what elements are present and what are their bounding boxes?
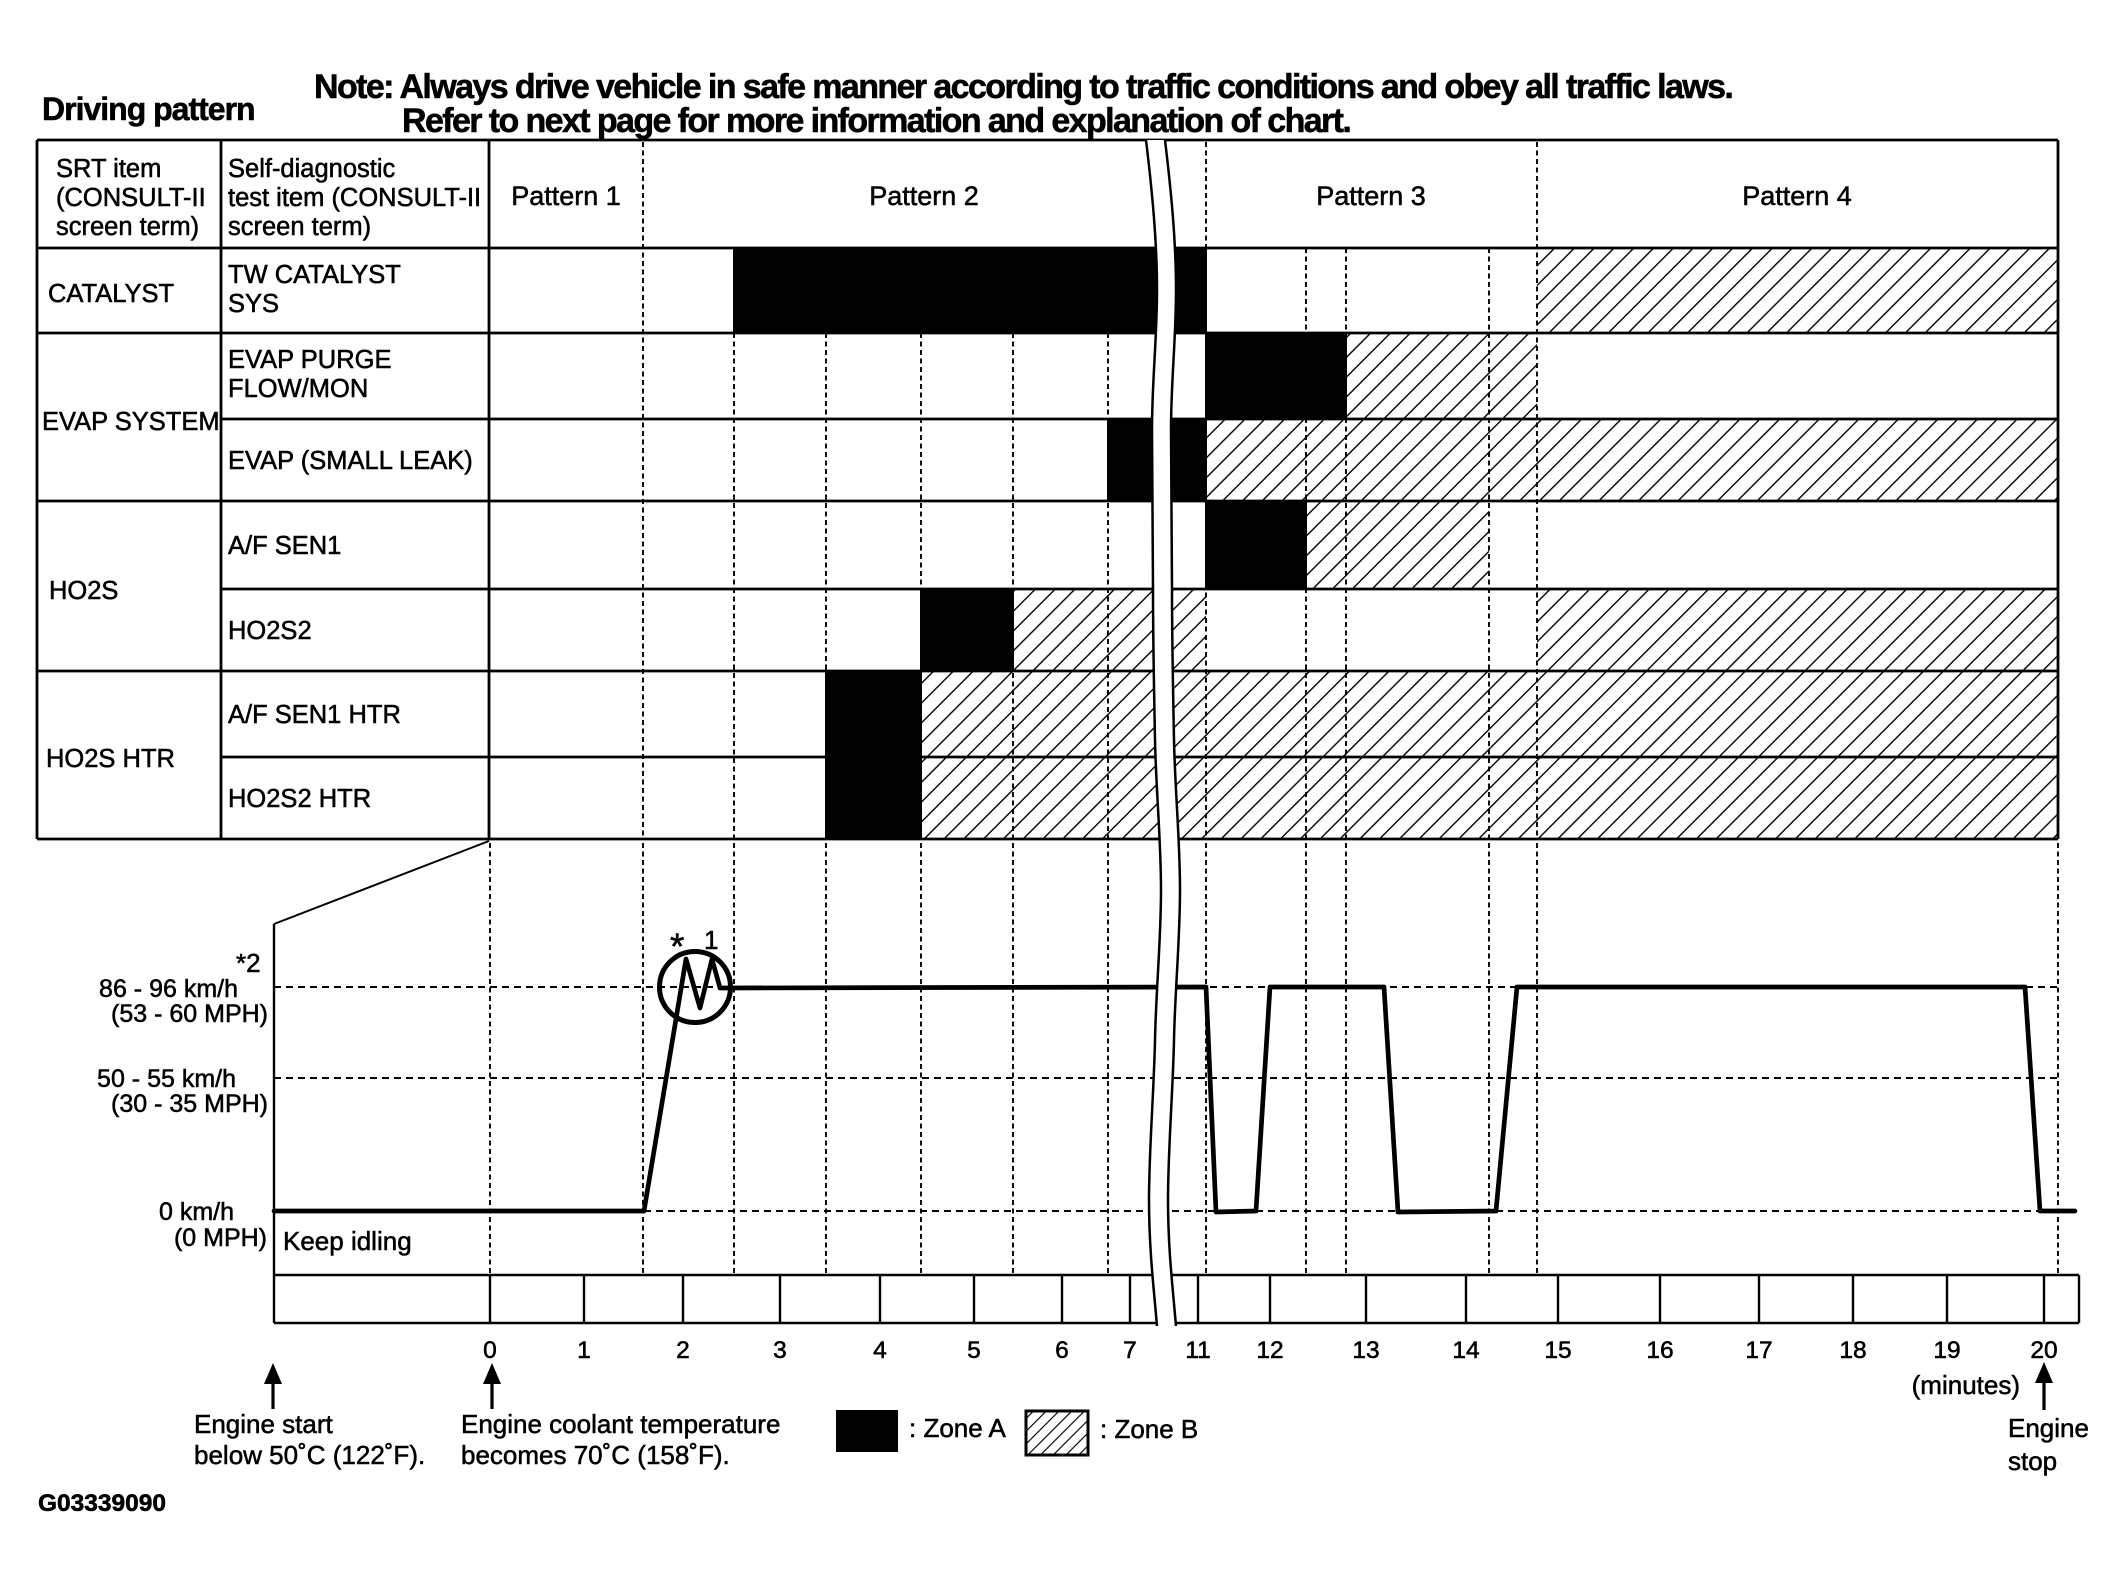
svg-text:HO2S2: HO2S2 (228, 617, 312, 645)
svg-text:0: 0 (483, 1337, 497, 1364)
svg-text:FLOW/MON: FLOW/MON (228, 375, 368, 403)
svg-text:: Zone A: : Zone A (909, 1413, 1006, 1443)
svg-text:G03339090: G03339090 (38, 1490, 166, 1517)
svg-text:(CONSULT-II: (CONSULT-II (56, 184, 206, 212)
svg-text:50 - 55 km/h: 50 - 55 km/h (97, 1065, 236, 1093)
svg-text:SRT item: SRT item (56, 155, 161, 183)
svg-text:Engine: Engine (2008, 1413, 2089, 1443)
svg-text:CATALYST: CATALYST (48, 280, 174, 308)
svg-text:1: 1 (577, 1337, 591, 1364)
svg-text:14: 14 (1452, 1337, 1479, 1364)
svg-text:Pattern 1: Pattern 1 (511, 181, 621, 211)
svg-text:A/F SEN1 HTR: A/F SEN1 HTR (228, 701, 401, 729)
svg-text:12: 12 (1256, 1337, 1283, 1364)
svg-text:3: 3 (773, 1337, 787, 1364)
svg-text:4: 4 (873, 1337, 887, 1364)
svg-text:16: 16 (1646, 1337, 1673, 1364)
svg-text:HO2S: HO2S (49, 577, 118, 605)
svg-text:*: * (670, 926, 684, 967)
svg-text:becomes 70˚C (158˚F).: becomes 70˚C (158˚F). (461, 1440, 730, 1470)
svg-text:HO2S HTR: HO2S HTR (46, 745, 175, 773)
svg-text:Engine coolant temperature: Engine coolant temperature (461, 1409, 780, 1439)
svg-text:Driving pattern: Driving pattern (42, 91, 255, 127)
svg-text:screen term): screen term) (56, 213, 199, 241)
svg-text:6: 6 (1055, 1337, 1069, 1364)
svg-text:(53 - 60 MPH): (53 - 60 MPH) (111, 1000, 268, 1028)
svg-text:0 km/h: 0 km/h (159, 1198, 234, 1226)
svg-text:Pattern 2: Pattern 2 (869, 181, 979, 211)
svg-text:screen term): screen term) (228, 213, 371, 241)
svg-text:test item (CONSULT-II: test item (CONSULT-II (228, 184, 481, 212)
svg-text:EVAP SYSTEM: EVAP SYSTEM (42, 408, 220, 436)
svg-text:20: 20 (2030, 1337, 2057, 1364)
svg-text:7: 7 (1123, 1337, 1137, 1364)
svg-text:: Zone B: : Zone B (1100, 1414, 1198, 1444)
svg-text:EVAP PURGE: EVAP PURGE (228, 346, 391, 374)
svg-text:1: 1 (704, 925, 718, 955)
svg-text:A/F SEN1: A/F SEN1 (228, 532, 341, 560)
svg-text:18: 18 (1839, 1337, 1866, 1364)
svg-text:Self-diagnostic: Self-diagnostic (228, 155, 396, 183)
svg-text:2: 2 (676, 1337, 690, 1364)
svg-text:*2: *2 (236, 948, 261, 978)
svg-text:(30 - 35 MPH): (30 - 35 MPH) (111, 1090, 268, 1118)
svg-text:11: 11 (1185, 1337, 1210, 1364)
svg-text:Refer to next page for more in: Refer to next page for more information … (402, 102, 1350, 140)
svg-text:below 50˚C (122˚F).: below 50˚C (122˚F). (194, 1440, 425, 1470)
svg-text:17: 17 (1745, 1337, 1772, 1364)
svg-text:stop: stop (2008, 1446, 2057, 1476)
svg-text:(0 MPH): (0 MPH) (174, 1224, 267, 1252)
svg-text:Pattern 3: Pattern 3 (1316, 181, 1426, 211)
svg-text:Pattern 4: Pattern 4 (1742, 181, 1852, 211)
svg-text:Keep idling: Keep idling (283, 1226, 412, 1256)
svg-text:(minutes): (minutes) (1912, 1370, 2020, 1400)
svg-text:19: 19 (1933, 1337, 1960, 1364)
svg-text:SYS: SYS (228, 290, 279, 318)
svg-text:5: 5 (967, 1337, 981, 1364)
svg-text:Note: Always drive vehicle in: Note: Always drive vehicle in safe manne… (314, 68, 1732, 106)
svg-text:15: 15 (1544, 1337, 1571, 1364)
svg-text:13: 13 (1352, 1337, 1379, 1364)
svg-text:86 - 96 km/h: 86 - 96 km/h (99, 975, 238, 1003)
svg-text:Engine start: Engine start (194, 1409, 334, 1439)
svg-text:EVAP (SMALL LEAK): EVAP (SMALL LEAK) (228, 447, 473, 475)
svg-text:HO2S2 HTR: HO2S2 HTR (228, 785, 371, 813)
svg-text:TW CATALYST: TW CATALYST (228, 261, 401, 289)
